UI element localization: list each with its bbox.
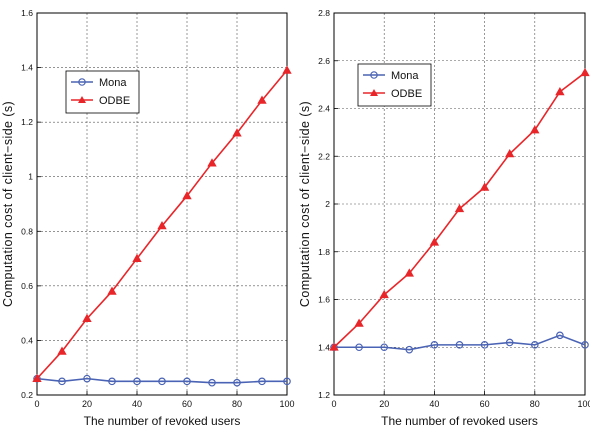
data-point [283,377,291,386]
y-tick-label: 1.8 [318,247,330,257]
data-point [108,377,116,386]
data-point [479,182,490,191]
data-point [505,149,515,158]
data-point [282,65,292,74]
x-tick-label: 20 [82,399,92,409]
series-odbe [32,65,292,383]
legend-marker [78,78,86,86]
y-axis-label: Computation cost of client−side (s) [298,101,312,307]
y-tick-label: 2.2 [318,151,330,161]
legend-box [357,63,432,107]
series-line-mona [36,377,287,384]
x-tick-label: 40 [429,399,439,409]
plot-frame [333,12,586,396]
x-axis-label: The number of revoked users [84,414,241,428]
y-tick-label: 2 [325,199,330,209]
legend-box [65,70,140,114]
data-point [480,341,489,349]
y-axis-label: Computation cost of client−side (s) [1,101,15,307]
y-tick-label: 1.6 [318,295,330,305]
y-tick-label: 2.8 [318,8,330,18]
data-point [183,377,191,386]
x-tick-label: 100 [577,399,590,409]
y-tick-label: 1.6 [21,8,33,18]
y-tick-label: 2.4 [318,104,330,114]
x-tick-label: 80 [232,399,242,409]
data-point [430,341,439,349]
legend-label: Mona [99,77,127,89]
y-tick-label: 1 [28,172,33,182]
y-tick-label: 1.2 [318,390,330,400]
data-point [404,268,414,277]
x-tick-label: 80 [530,399,540,409]
data-point [556,331,564,340]
data-point [380,343,389,352]
data-point [581,341,589,349]
data-point [107,286,117,295]
legend-marker [78,96,86,103]
data-point [555,86,565,96]
data-point [257,95,267,104]
y-tick-label: 1.4 [21,63,33,73]
data-point [58,377,66,386]
series-odbe [329,67,590,351]
x-tick-label: 40 [132,399,142,409]
data-point [233,378,241,387]
y-tick-label: 0.6 [21,281,33,291]
legend-label: Mona [391,70,419,82]
x-tick-label: 100 [279,399,294,409]
data-point [355,343,363,352]
legend: Mona ODBE [357,63,432,107]
data-point [354,318,364,327]
data-point [455,341,464,349]
data-point [158,377,166,386]
data-point [530,125,540,134]
x-tick-label: 0 [331,399,336,409]
data-point [57,346,67,355]
data-point [133,377,141,386]
series-line-mona [334,334,586,351]
data-point [429,237,440,246]
data-point [83,374,91,383]
data-point [505,338,514,347]
x-tick-label: 20 [379,399,389,409]
y-tick-label: 2.6 [318,56,330,66]
y-tick-label: 1.2 [21,117,33,127]
data-point [454,203,465,213]
data-point [232,128,242,137]
legend-marker [370,71,378,79]
data-point [82,313,92,323]
legend: Mona ODBE [65,70,140,114]
data-point [580,67,590,77]
data-point [258,377,266,386]
data-point [32,373,42,383]
chart-left: 0 20 40 60 80 100 0.2 0.4 0.6 0.8 1 1.2 1.4 1.6 The nu… [1,8,295,428]
x-tick-label: 0 [34,399,39,409]
data-point [379,289,389,299]
y-tick-label: 1.4 [318,342,330,352]
data-point [329,342,339,351]
series-mona [330,331,589,354]
plot-frame [36,12,288,396]
data-point [207,158,217,167]
series-mona [33,374,291,387]
chart-right: 0 20 40 60 80 100 1.2 1.4 1.6 1.8 2 2.2 2.4 2.6 2.8 The… [298,8,590,428]
legend-label: ODBE [99,95,130,107]
data-point [182,191,192,200]
legend-label: ODBE [391,88,422,100]
data-point [208,378,216,387]
legend-marker [370,89,378,96]
data-point [405,345,414,354]
x-axis-label: The number of revoked users [381,414,538,428]
data-point [530,341,539,349]
x-tick-label: 60 [182,399,192,409]
data-point [132,253,142,262]
y-tick-label: 0.2 [21,390,33,400]
x-tick-label: 60 [480,399,490,409]
data-point [157,221,167,230]
y-tick-label: 0.4 [21,335,33,345]
y-tick-label: 0.8 [21,226,33,236]
